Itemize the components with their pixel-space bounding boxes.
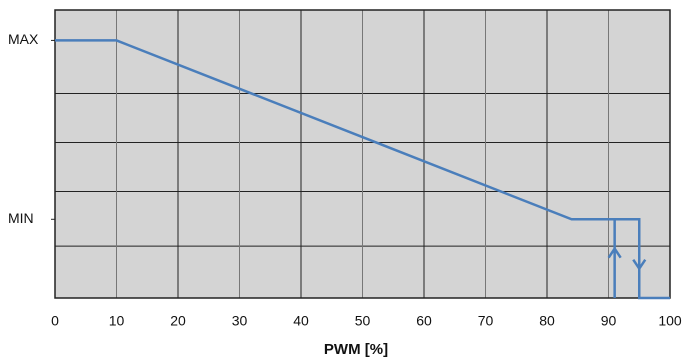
x-tick-label: 10 — [109, 313, 125, 329]
x-axis-label: PWM [%] — [324, 341, 388, 358]
y-tick-label: MIN — [8, 210, 34, 226]
x-tick-label: 80 — [539, 313, 555, 329]
x-tick-label: 20 — [170, 313, 186, 329]
x-tick-label: 50 — [355, 313, 371, 329]
x-tick-label: 0 — [51, 313, 59, 329]
x-tick-label: 100 — [658, 313, 682, 329]
arrow-head — [607, 246, 622, 259]
plot-border — [54, 9, 671, 299]
line — [55, 39, 670, 300]
arrow-head — [632, 258, 647, 271]
x-tick-label: 30 — [232, 313, 248, 329]
x-tick-label: 40 — [293, 313, 309, 329]
x-tick-label: 90 — [601, 313, 617, 329]
y-tick-label: MAX — [8, 31, 39, 47]
x-tick-label: 70 — [478, 313, 494, 329]
x-tick-label: 60 — [416, 313, 432, 329]
